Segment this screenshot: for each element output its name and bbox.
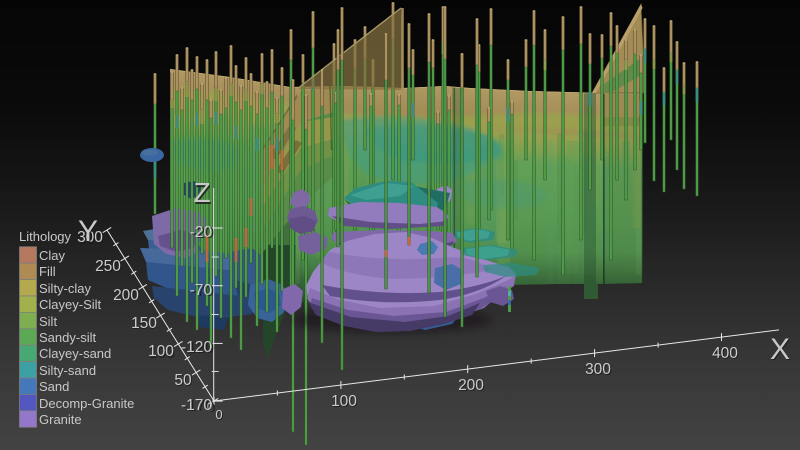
svg-text:-170: -170 — [181, 397, 212, 414]
svg-text:-170: -170 — [183, 398, 214, 415]
svg-text:50: 50 — [174, 372, 192, 389]
svg-text:Fill: Fill — [39, 264, 56, 279]
svg-text:Sandy-silt: Sandy-silt — [39, 330, 96, 345]
svg-text:Z: Z — [193, 177, 210, 208]
svg-text:Clayey-Silt: Clayey-Silt — [39, 297, 102, 312]
svg-text:150: 150 — [131, 316, 157, 333]
svg-text:Clayey-sand: Clayey-sand — [39, 346, 111, 361]
svg-text:400: 400 — [713, 346, 739, 363]
svg-text:250: 250 — [95, 258, 121, 275]
svg-text:Z: Z — [194, 179, 211, 210]
svg-text:0: 0 — [207, 400, 214, 414]
svg-text:150: 150 — [131, 315, 157, 332]
svg-text:Granite: Granite — [39, 412, 82, 427]
svg-text:200: 200 — [458, 377, 484, 394]
svg-text:Sand: Sand — [39, 379, 69, 394]
svg-text:400: 400 — [712, 345, 738, 362]
svg-text:Silty-sand: Silty-sand — [39, 363, 96, 378]
svg-text:-120: -120 — [183, 340, 214, 357]
svg-text:300: 300 — [78, 231, 104, 248]
svg-text:0: 0 — [209, 401, 216, 415]
svg-text:Decomp-Granite: Decomp-Granite — [39, 396, 134, 411]
svg-text:Y: Y — [78, 215, 98, 248]
svg-text:Silt: Silt — [39, 314, 57, 329]
svg-text:Silty-clay: Silty-clay — [39, 281, 92, 296]
svg-text:50: 50 — [175, 373, 193, 390]
svg-text:250: 250 — [96, 259, 122, 276]
svg-text:0: 0 — [215, 407, 222, 422]
svg-text:200: 200 — [114, 287, 140, 304]
svg-text:-70: -70 — [190, 282, 213, 299]
svg-text:X: X — [770, 333, 790, 366]
svg-text:300: 300 — [585, 361, 611, 378]
svg-text:200: 200 — [459, 378, 485, 395]
svg-text:-20: -20 — [190, 224, 213, 241]
svg-text:100: 100 — [332, 394, 358, 411]
svg-text:200: 200 — [113, 287, 139, 304]
svg-text:300: 300 — [77, 229, 103, 246]
svg-text:100: 100 — [149, 345, 175, 362]
svg-text:Clay: Clay — [39, 248, 66, 263]
svg-text:-120: -120 — [181, 339, 212, 356]
svg-text:-70: -70 — [192, 283, 215, 300]
svg-text:X: X — [771, 334, 791, 367]
svg-text:Lithology: Lithology — [19, 229, 72, 244]
svg-text:-20: -20 — [192, 225, 215, 242]
svg-text:100: 100 — [148, 343, 174, 360]
svg-text:Y: Y — [79, 216, 99, 249]
svg-text:0: 0 — [216, 408, 223, 423]
svg-text:100: 100 — [331, 393, 357, 410]
svg-text:300: 300 — [586, 362, 612, 379]
